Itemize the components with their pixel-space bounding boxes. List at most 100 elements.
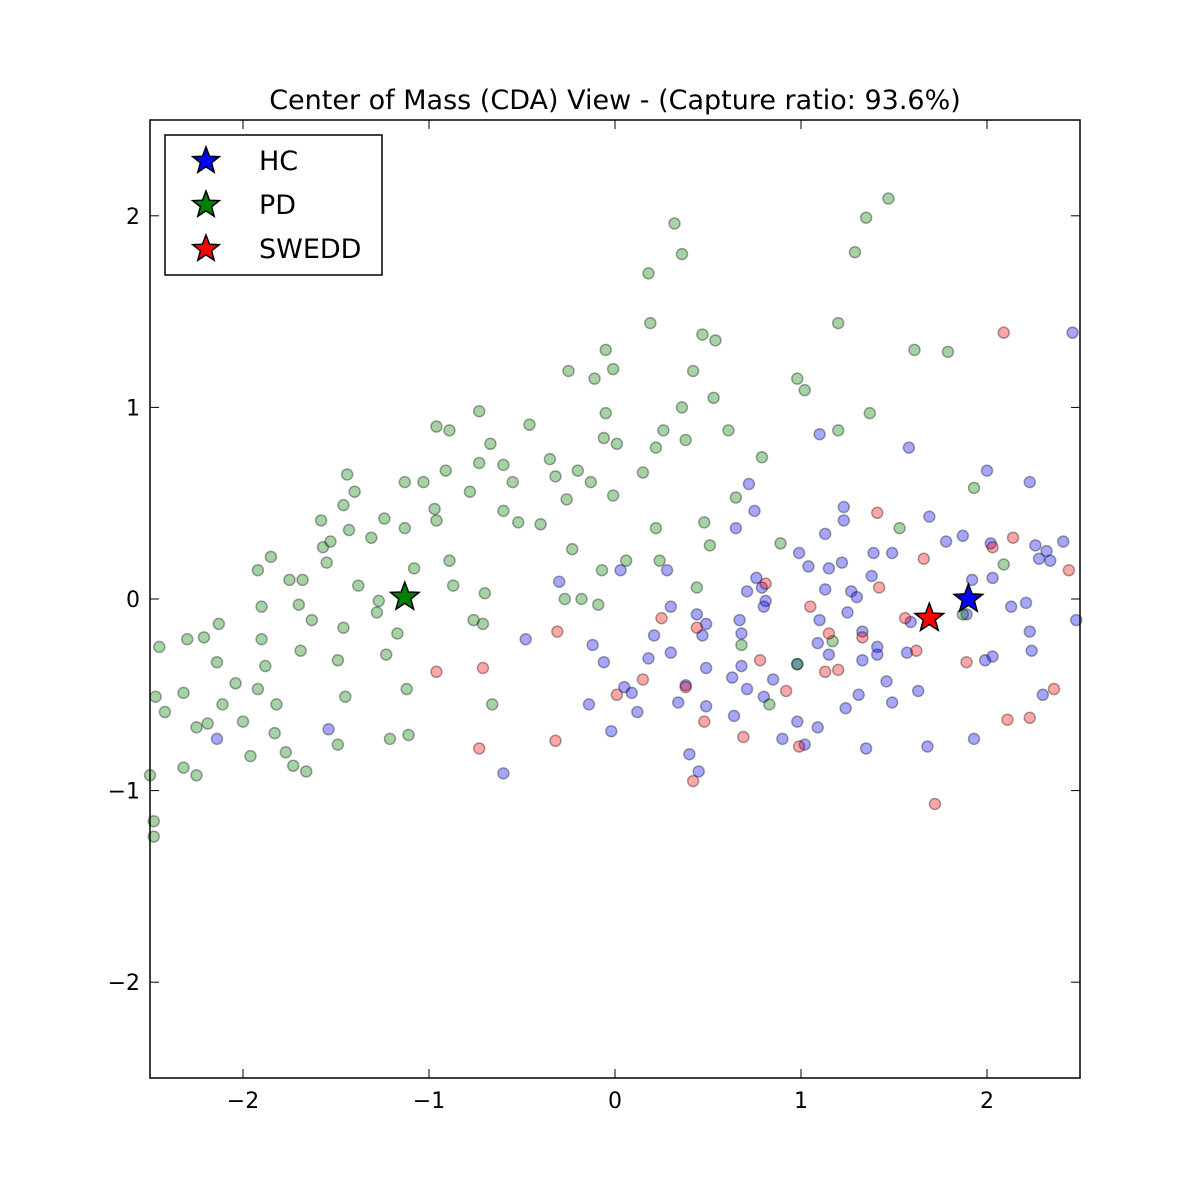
scatter-point [619, 554, 633, 567]
scatter-point [279, 746, 293, 759]
scatter-point [497, 458, 510, 472]
legend-marker [190, 144, 222, 175]
scatter-point [378, 512, 391, 525]
scatter-point [856, 625, 869, 638]
scatter-point [147, 815, 160, 828]
scatter-point [779, 684, 793, 698]
scatter-point [802, 560, 815, 573]
scatter-point [757, 600, 771, 613]
scatter-point [804, 600, 817, 613]
scatter-point [348, 485, 361, 498]
scatter-point [565, 542, 579, 556]
scatter-point [467, 613, 480, 627]
scatter-point [212, 617, 226, 631]
scatter-point [848, 245, 862, 259]
scatter-point [625, 686, 638, 700]
scatter-point [893, 521, 906, 535]
scatter-point [402, 728, 415, 742]
scatter-point [255, 632, 268, 646]
scatter-point [523, 418, 536, 431]
scatter-point [340, 468, 354, 481]
scatter-point [649, 521, 663, 535]
scatter-point [910, 644, 923, 657]
scatter-point [759, 577, 772, 590]
scatter-point [818, 583, 832, 596]
scatter-point [941, 345, 955, 359]
scatter-point [597, 431, 611, 445]
scatter-point [549, 734, 562, 748]
scatter-point [735, 627, 748, 640]
scatter-point [158, 705, 172, 719]
scatter-point [690, 581, 704, 594]
scatter-point [900, 646, 914, 659]
scatter-point [1023, 625, 1037, 638]
scatter-point [506, 475, 519, 489]
scatter-point [439, 464, 452, 477]
scatter-point [1006, 531, 1020, 544]
y-tick-label: 0 [126, 588, 140, 613]
scatter-point [791, 715, 804, 728]
scatter-point [997, 558, 1010, 571]
scatter-point [251, 564, 265, 577]
scatter-point [177, 686, 190, 700]
scatter-point [562, 364, 575, 378]
scatter-point [696, 629, 709, 642]
scatter-point [679, 680, 692, 694]
scatter-point [497, 504, 510, 518]
scatter-point [337, 498, 350, 512]
scatter-point [679, 678, 692, 692]
scatter-point [443, 554, 456, 567]
scatter-point [558, 592, 572, 606]
scatter-point [331, 738, 345, 751]
scatter-point [618, 680, 631, 694]
scatter-point [472, 404, 486, 418]
scatter-point [863, 406, 877, 420]
scatter-point [750, 571, 763, 585]
scatter-point [268, 726, 281, 740]
scatter-point [320, 556, 333, 569]
scatter-point [407, 562, 421, 575]
scatter-point [698, 715, 711, 728]
scatter-point [292, 598, 306, 611]
scatter-point [485, 698, 499, 711]
scatter-point [443, 424, 456, 437]
scatter-point [497, 767, 510, 780]
scatter-point [759, 594, 772, 608]
scatter-point [270, 698, 283, 711]
scatter-point [610, 688, 624, 702]
scatter-point [904, 615, 917, 629]
scatter-point [647, 629, 661, 642]
scatter-point [664, 646, 678, 659]
x-tick-label: 0 [608, 1089, 622, 1114]
scatter-point [729, 521, 743, 535]
chart-title: Center of Mass (CDA) View - (Capture rat… [269, 85, 961, 116]
scatter-point [463, 485, 477, 498]
scatter-point [686, 364, 700, 378]
scatter-point [725, 671, 739, 684]
scatter-point [902, 441, 916, 454]
scatter-point [748, 504, 761, 518]
scatter-point [791, 657, 804, 671]
scatter-point [690, 621, 704, 634]
scatter-point [305, 613, 319, 627]
scatter-point [679, 433, 692, 447]
scatter-point [792, 546, 806, 560]
scatter-point [316, 541, 330, 554]
scatter-point [978, 654, 992, 667]
scatter-point [844, 585, 858, 598]
scatter-point [818, 527, 832, 541]
scatter-point [642, 267, 655, 280]
scatter-point [984, 537, 997, 550]
scatter-point [398, 521, 412, 535]
scatter-point [391, 627, 404, 640]
scatter-point [722, 424, 735, 437]
scatter-point [543, 452, 557, 466]
scatter-point [822, 627, 836, 640]
centroid-star [913, 601, 946, 633]
scatter-point [837, 514, 851, 527]
scatter-point [314, 514, 328, 527]
scatter-point [792, 740, 806, 753]
scatter-point [636, 466, 650, 479]
scatter-point [917, 552, 931, 566]
scatter-point [921, 740, 934, 753]
